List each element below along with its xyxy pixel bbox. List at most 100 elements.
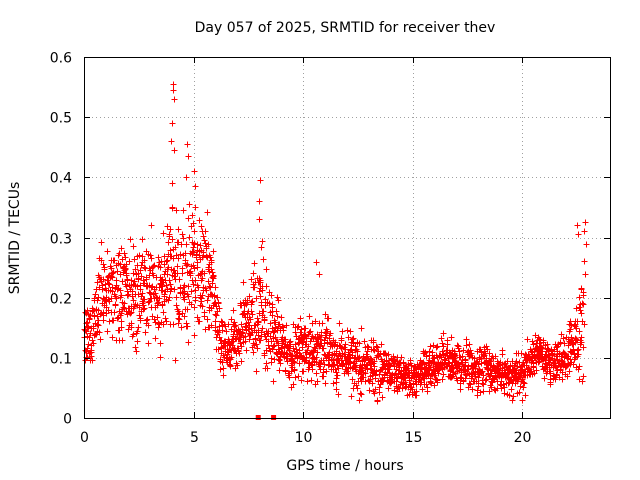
data-point xyxy=(249,298,256,305)
data-point xyxy=(334,356,341,363)
data-point xyxy=(266,345,273,352)
data-point xyxy=(167,247,174,254)
data-point xyxy=(132,344,139,351)
data-point xyxy=(210,248,217,255)
data-point xyxy=(94,279,101,286)
data-point xyxy=(338,337,345,344)
data-point xyxy=(566,368,573,375)
data-point xyxy=(304,378,311,385)
data-point xyxy=(111,309,118,316)
data-point xyxy=(234,362,241,369)
data-point xyxy=(578,310,585,317)
data-point xyxy=(206,283,213,290)
data-point xyxy=(351,363,358,370)
data-point xyxy=(267,320,274,327)
data-point xyxy=(139,290,146,297)
data-point xyxy=(190,262,197,269)
data-point xyxy=(90,340,97,347)
data-point xyxy=(157,354,164,361)
data-point xyxy=(177,251,184,258)
data-point xyxy=(576,363,583,370)
data-point xyxy=(574,347,581,354)
data-point xyxy=(134,338,141,345)
data-point xyxy=(98,239,105,246)
data-point xyxy=(191,265,198,272)
data-point xyxy=(218,318,225,325)
data-point xyxy=(477,389,484,396)
data-point xyxy=(182,257,189,264)
data-point xyxy=(160,321,167,328)
data-point xyxy=(334,372,341,379)
data-point xyxy=(178,324,185,331)
data-point xyxy=(96,329,103,336)
data-point xyxy=(194,241,201,248)
data-point xyxy=(147,252,154,259)
data-point xyxy=(566,338,573,345)
data-point xyxy=(257,177,264,184)
data-point xyxy=(344,327,351,334)
data-point xyxy=(201,313,208,320)
data-point xyxy=(524,336,531,343)
data-point xyxy=(136,312,143,319)
data-point xyxy=(270,378,277,385)
data-point xyxy=(249,311,256,318)
y-tick-label: 0.3 xyxy=(50,232,72,248)
data-point xyxy=(90,325,97,332)
data-point xyxy=(124,276,131,283)
data-point xyxy=(175,255,182,262)
data-point xyxy=(333,375,340,382)
data-point xyxy=(292,341,299,348)
data-point xyxy=(358,325,365,332)
data-point xyxy=(213,312,220,319)
data-point xyxy=(169,180,176,187)
data-point xyxy=(371,358,378,365)
data-point xyxy=(94,297,101,304)
data-point xyxy=(312,318,319,325)
data-point xyxy=(199,275,206,282)
data-point xyxy=(253,368,260,375)
data-point xyxy=(535,359,542,366)
data-point xyxy=(209,280,216,287)
flag-markers xyxy=(255,415,277,420)
data-point xyxy=(568,334,575,341)
data-point xyxy=(256,288,263,295)
data-point xyxy=(333,386,340,393)
chart-title: Day 057 of 2025, SRMTID for receiver the… xyxy=(195,20,496,36)
data-point xyxy=(466,380,473,387)
data-point xyxy=(352,343,359,350)
data-point xyxy=(287,338,294,345)
data-point xyxy=(313,259,320,266)
data-point xyxy=(184,141,191,148)
data-point xyxy=(576,328,583,335)
data-point xyxy=(279,323,286,330)
data-point xyxy=(194,314,201,321)
data-point xyxy=(423,353,430,360)
data-point xyxy=(86,334,93,341)
data-point xyxy=(173,294,180,301)
data-point xyxy=(137,267,144,274)
data-point xyxy=(89,357,96,364)
data-point xyxy=(307,338,314,345)
data-point xyxy=(567,326,574,333)
data-point xyxy=(84,345,91,352)
data-point xyxy=(325,315,332,322)
data-point xyxy=(353,382,360,389)
data-point xyxy=(269,346,276,353)
data-point xyxy=(332,366,339,373)
data-point xyxy=(175,320,182,327)
data-point xyxy=(109,284,116,291)
data-point xyxy=(419,386,426,393)
data-point xyxy=(163,258,170,265)
data-point xyxy=(164,223,171,230)
data-point xyxy=(118,318,125,325)
data-point xyxy=(169,120,176,127)
data-point xyxy=(444,337,451,344)
data-point xyxy=(268,292,275,299)
data-point xyxy=(165,239,172,246)
data-point xyxy=(283,322,290,329)
data-point xyxy=(176,311,183,318)
y-tick-label: 0.2 xyxy=(50,292,72,308)
y-tick-label: 0.6 xyxy=(50,51,72,67)
data-point xyxy=(354,348,361,355)
